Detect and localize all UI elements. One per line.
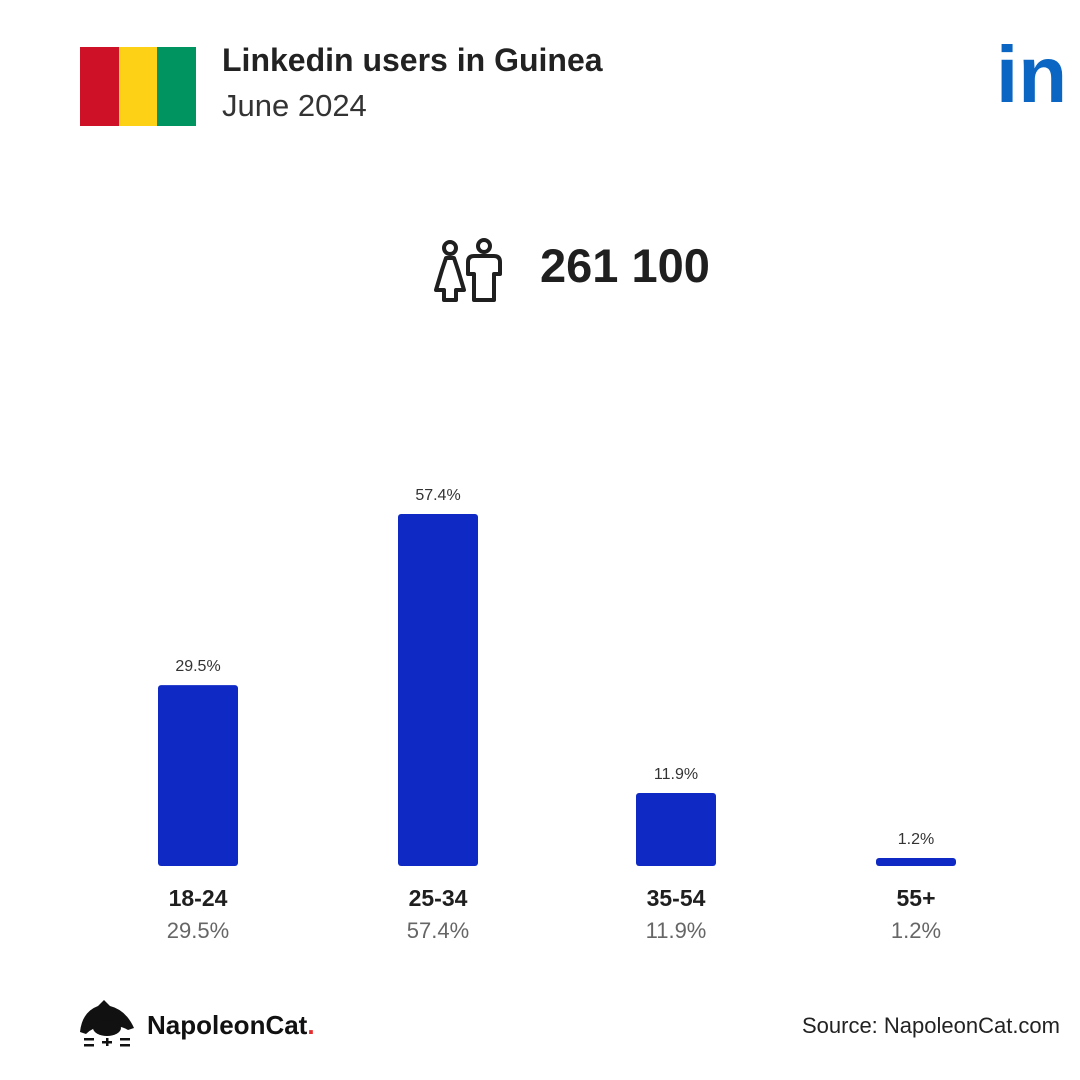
bar-value-label: 11.9% xyxy=(654,766,698,783)
source-text: Source: NapoleonCat.com xyxy=(801,1013,1060,1038)
bar-35-54 xyxy=(636,793,716,866)
brand-name: NapoleonCat. xyxy=(147,1010,315,1040)
flag-stripe-yellow xyxy=(118,47,158,126)
bar-value-label: 57.4% xyxy=(415,487,460,504)
country-flag xyxy=(80,47,197,126)
bar-value-label: 29.5% xyxy=(175,658,220,675)
bar-25-34 xyxy=(398,514,478,866)
category-percent-label: 57.4% xyxy=(407,918,469,943)
page-title: Linkedin users in Guinea xyxy=(222,42,603,78)
category-percent-label: 29.5% xyxy=(167,918,229,943)
female-head-icon xyxy=(442,240,458,256)
flag-stripe-red xyxy=(80,47,119,126)
male-head-icon xyxy=(476,238,492,254)
female-body-icon xyxy=(434,256,466,302)
napoleoncat-logo-icon xyxy=(80,1000,134,1047)
linkedin-logo-icon: in xyxy=(996,40,1064,106)
category-label: 35-54 xyxy=(647,885,706,911)
bar-18-24 xyxy=(158,685,238,866)
category-label: 18-24 xyxy=(169,885,228,911)
total-users-value: 261 100 xyxy=(540,239,710,292)
flag-stripe-green xyxy=(157,47,197,126)
category-percent-label: 11.9% xyxy=(646,918,707,943)
brand-dot: . xyxy=(307,1010,315,1040)
category-label: 55+ xyxy=(896,885,935,911)
bar-value-label: 1.2% xyxy=(898,831,934,848)
page-subtitle: June 2024 xyxy=(222,88,367,123)
users-icon xyxy=(434,238,502,302)
male-body-icon xyxy=(466,254,502,302)
category-percent-label: 1.2% xyxy=(891,918,941,943)
category-label: 25-34 xyxy=(409,885,468,911)
linkedin-logo-text: in xyxy=(996,40,1064,106)
bar-55+ xyxy=(876,858,956,866)
